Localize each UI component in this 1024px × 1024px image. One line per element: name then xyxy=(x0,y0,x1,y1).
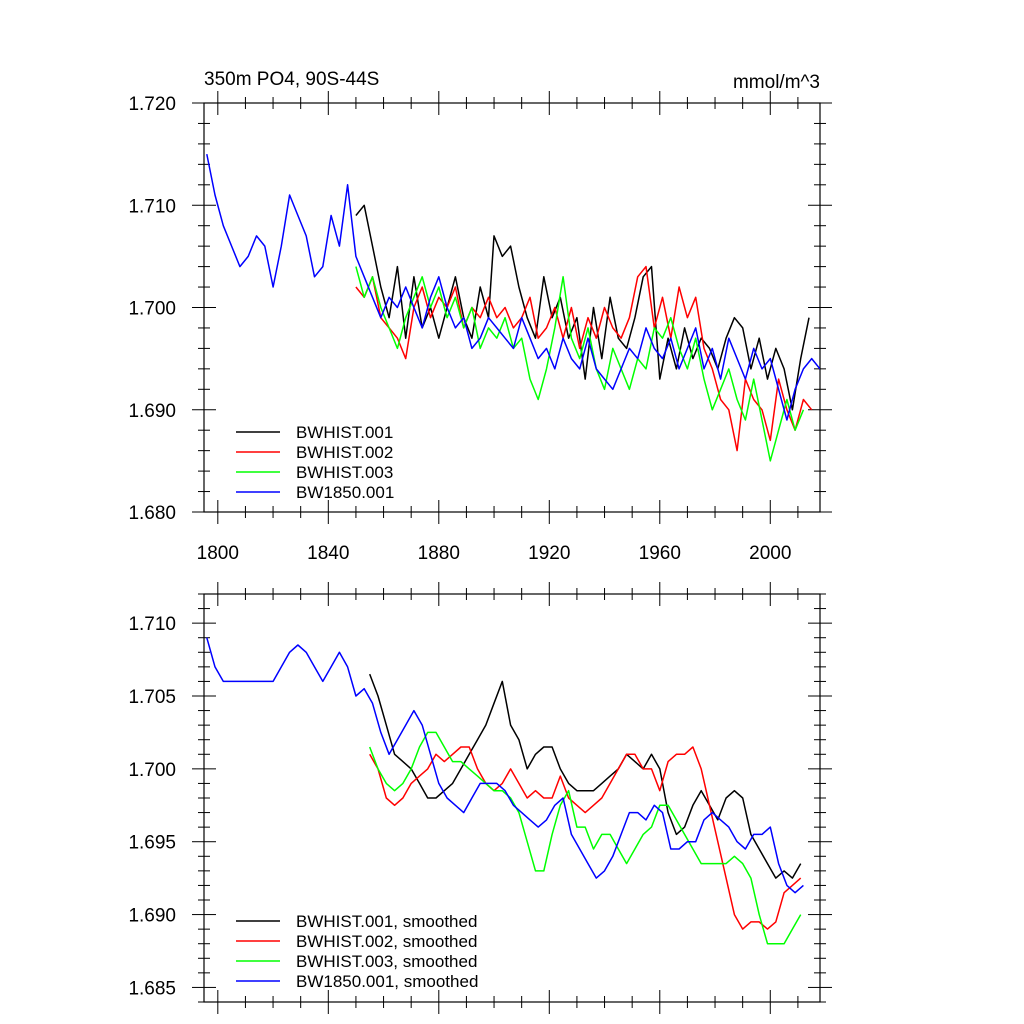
x-tick-label: 1880 xyxy=(418,543,460,564)
bottom-panel: 1.685 1.690 1.695 1.700 1.705 1.710 BWHIST.001… xyxy=(128,582,832,1014)
series-line-bw1850-001 xyxy=(206,153,820,421)
y-tick-label: 1.700 xyxy=(128,760,176,781)
series-line-bwhist-002-smoothed xyxy=(369,746,802,930)
x-tick-label: 1960 xyxy=(639,543,681,564)
series-line-bwhist-002 xyxy=(355,265,813,452)
legend-label: BWHIST.001 xyxy=(296,423,393,442)
y-tick-label: 1.690 xyxy=(128,906,176,927)
y-tick-label: 1.705 xyxy=(128,687,176,708)
series-line-bw1850-001-smoothed xyxy=(206,637,804,894)
legend-label: BW1850.001, smoothed xyxy=(296,972,478,991)
y-tick-label: 1.700 xyxy=(128,299,176,320)
y-tick-label: 1.690 xyxy=(128,401,176,422)
legend-label: BWHIST.002 xyxy=(296,443,393,462)
units-label: mmol/m^3 xyxy=(733,72,820,93)
y-tick-label: 1.710 xyxy=(128,614,176,635)
legend-label: BWHIST.002, smoothed xyxy=(296,932,477,951)
series-line-bwhist-003-smoothed xyxy=(368,731,802,945)
x-tick-label: 1920 xyxy=(528,543,570,564)
x-tick-label: 1800 xyxy=(197,543,239,564)
y-tick-label: 1.695 xyxy=(128,833,176,854)
x-tick-label: 2000 xyxy=(749,543,791,564)
y-tick-label: 1.720 xyxy=(128,94,176,115)
series-group xyxy=(206,637,804,945)
legend-label: BWHIST.003 xyxy=(296,463,393,482)
top-panel: 1800 1840 1880 1920 1960 2000 1.680 1.690 1.700 1… xyxy=(128,69,832,564)
y-tick-label: 1.685 xyxy=(128,978,176,999)
series-line-bwhist-001-smoothed xyxy=(368,673,802,879)
y-tick-label: 1.680 xyxy=(128,503,176,524)
legend-label: BW1850.001 xyxy=(296,483,394,502)
legend-label: BWHIST.003, smoothed xyxy=(296,952,477,971)
series-group xyxy=(206,153,820,462)
legend-label: BWHIST.001, smoothed xyxy=(296,912,477,931)
x-tick-label: 1840 xyxy=(307,543,349,564)
chart-title: 350m PO4, 90S-44S xyxy=(204,69,379,90)
y-tick-label: 1.710 xyxy=(128,196,176,217)
series-line-bwhist-001 xyxy=(355,204,810,411)
series-line-bwhist-003 xyxy=(355,266,805,462)
